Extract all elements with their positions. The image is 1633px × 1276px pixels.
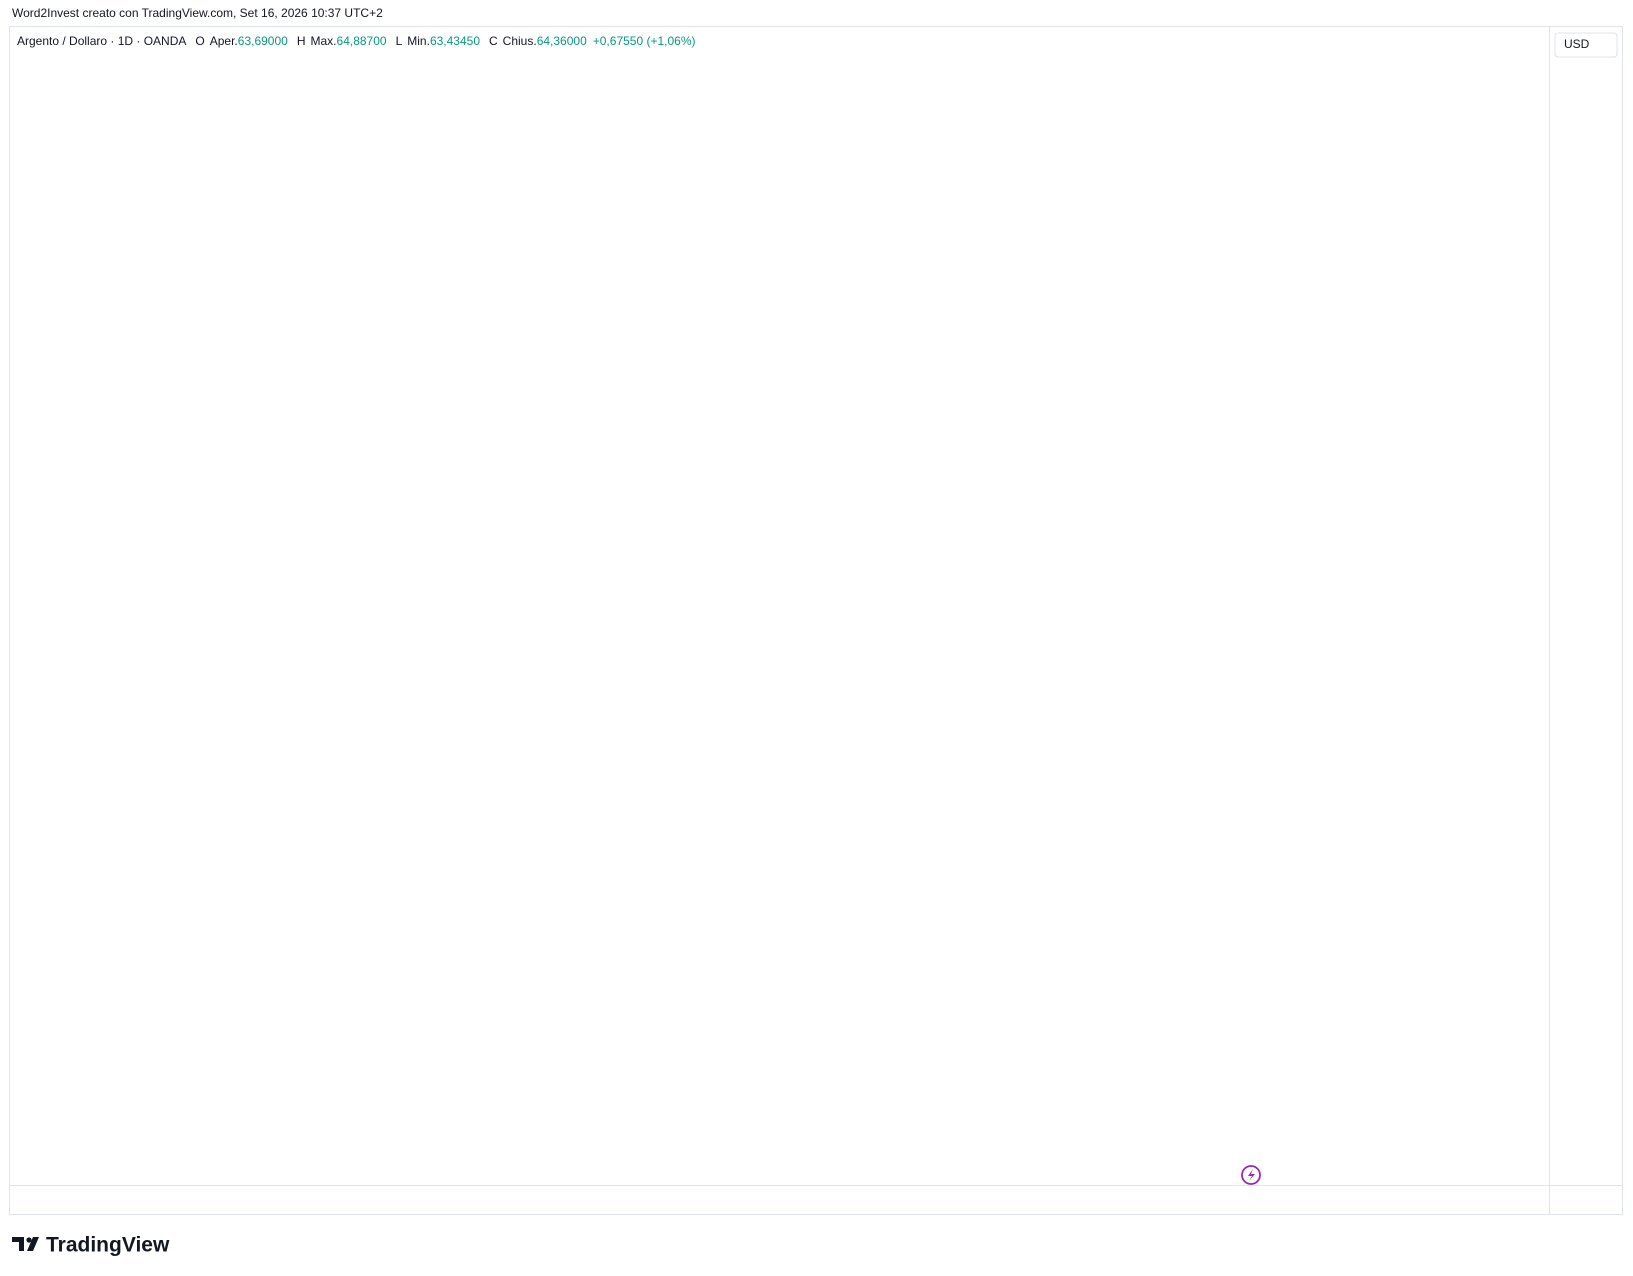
ohlc-text: Aper. <box>210 34 238 48</box>
logo-text: TradingView <box>46 1234 170 1257</box>
currency[interactable]: USD <box>1564 37 1590 51</box>
ohlc-key: C <box>489 34 498 48</box>
ohlc-value: 64,88700 <box>337 34 387 48</box>
credit: Word2Invest creato con TradingView.com, … <box>12 6 383 20</box>
ohlc-key: H <box>297 34 306 48</box>
symbol: Argento / Dollaro · 1D · OANDA <box>17 34 186 48</box>
ohlc-key: L <box>396 34 403 48</box>
ohlc-value: 63,69000 <box>238 34 288 48</box>
ohlc-value: 64,36000 <box>537 34 587 48</box>
logo: TradingView <box>12 1234 170 1257</box>
ohlc-text: Chius. <box>503 34 537 48</box>
ohlc-text: Max. <box>311 34 337 48</box>
currency-button[interactable] <box>1554 32 1618 58</box>
ohlc-key: O <box>195 34 204 48</box>
ohlc-value: 63,43450 <box>430 34 480 48</box>
legend: Argento / Dollaro · 1D · OANDA O Aper.63,6… <box>17 34 696 48</box>
ohlc-text: Min. <box>407 34 430 48</box>
alert-icon[interactable] <box>1241 1165 1261 1185</box>
chart-frame <box>9 26 1623 1215</box>
change: +0,67550 (+1,06%) <box>593 34 696 48</box>
